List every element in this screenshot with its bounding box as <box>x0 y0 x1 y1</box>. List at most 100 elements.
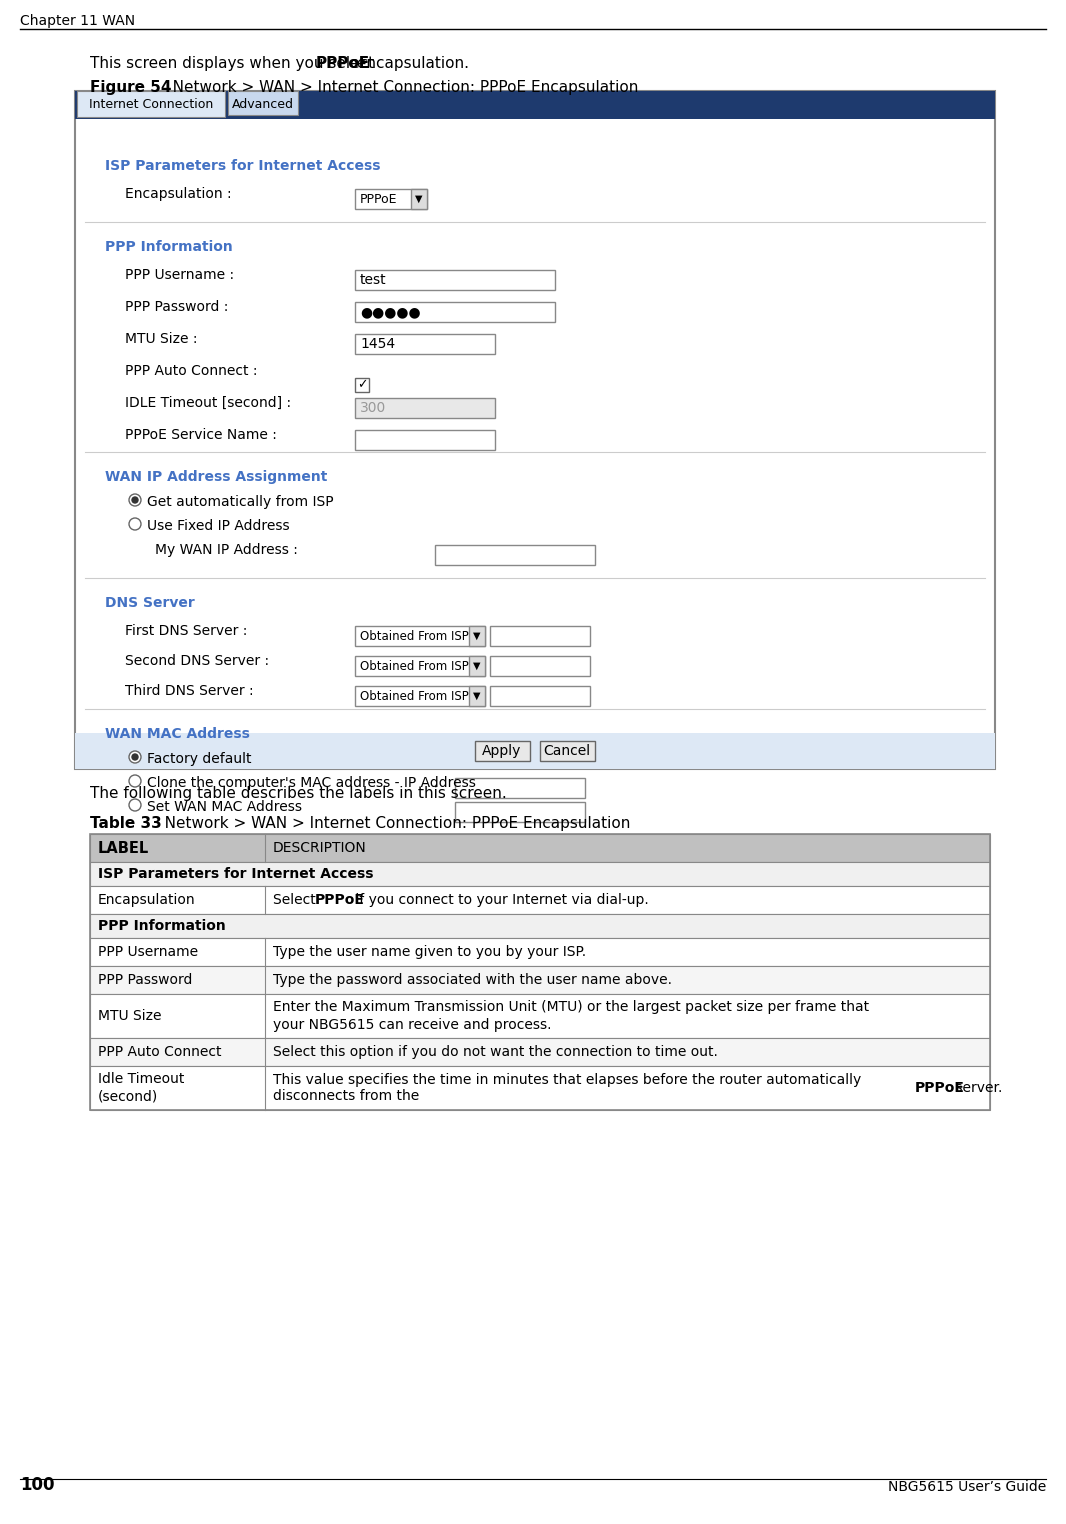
Bar <box>490 655 589 677</box>
Bar <box>355 189 427 209</box>
Bar <box>469 626 485 646</box>
Text: Encapsulation :: Encapsulation : <box>125 187 231 201</box>
Text: PPP Auto Connect: PPP Auto Connect <box>98 1045 222 1059</box>
Text: encapsulation.: encapsulation. <box>352 56 469 72</box>
Text: Network > WAN > Internet Connection: PPPoE Encapsulation: Network > WAN > Internet Connection: PPP… <box>150 815 630 831</box>
Text: Enter the Maximum Transmission Unit (MTU) or the largest packet size per frame t: Enter the Maximum Transmission Unit (MTU… <box>273 1000 869 1032</box>
Text: Advanced: Advanced <box>232 98 294 111</box>
Text: PPP Password: PPP Password <box>98 972 192 988</box>
Bar <box>90 1065 990 1109</box>
Bar <box>90 914 990 937</box>
Text: NBG5615 User’s Guide: NBG5615 User’s Guide <box>888 1480 1046 1494</box>
Circle shape <box>132 497 138 503</box>
Bar <box>355 626 485 646</box>
Bar <box>355 686 485 706</box>
Bar <box>355 430 495 450</box>
Bar <box>355 302 555 322</box>
Text: ✓: ✓ <box>357 378 368 392</box>
Text: PPPoE Service Name :: PPPoE Service Name : <box>125 428 277 442</box>
Text: The following table describes the labels in this screen.: The following table describes the labels… <box>90 786 506 802</box>
Circle shape <box>129 494 141 506</box>
Text: Factory default: Factory default <box>147 751 252 767</box>
Text: This screen displays when you select: This screen displays when you select <box>90 56 379 72</box>
Circle shape <box>129 776 141 786</box>
Bar <box>411 189 427 209</box>
Bar <box>228 91 298 114</box>
Bar <box>355 270 555 290</box>
Text: WAN MAC Address: WAN MAC Address <box>104 727 249 741</box>
Text: Obtained From ISP: Obtained From ISP <box>360 629 469 643</box>
Text: PPP Username: PPP Username <box>98 945 198 959</box>
Text: DESCRIPTION: DESCRIPTION <box>273 841 367 855</box>
Bar <box>90 863 990 885</box>
Text: Encapsulation: Encapsulation <box>98 893 196 907</box>
Bar <box>469 686 485 706</box>
Text: PPP Information: PPP Information <box>104 239 232 255</box>
Text: Get automatically from ISP: Get automatically from ISP <box>147 495 334 509</box>
Bar <box>355 655 485 677</box>
Text: PPP Username :: PPP Username : <box>125 268 235 282</box>
Text: ▼: ▼ <box>416 194 423 204</box>
Bar <box>490 686 589 706</box>
Text: Obtained From ISP: Obtained From ISP <box>360 660 469 672</box>
Text: Apply: Apply <box>482 744 521 757</box>
Text: WAN IP Address Assignment: WAN IP Address Assignment <box>104 469 327 485</box>
Text: First DNS Server :: First DNS Server : <box>125 623 247 639</box>
Text: Figure 54: Figure 54 <box>90 79 172 94</box>
Text: DNS Server: DNS Server <box>104 596 195 610</box>
Text: Select this option if you do not want the connection to time out.: Select this option if you do not want th… <box>273 1045 717 1059</box>
Text: PPP Information: PPP Information <box>98 919 226 933</box>
Text: 1454: 1454 <box>360 337 395 351</box>
Text: Type the user name given to you by your ISP.: Type the user name given to you by your … <box>273 945 586 959</box>
Text: Second DNS Server :: Second DNS Server : <box>125 654 269 668</box>
Text: Network > WAN > Internet Connection: PPPoE Encapsulation: Network > WAN > Internet Connection: PPP… <box>158 79 637 94</box>
Text: IDLE Timeout [second] :: IDLE Timeout [second] : <box>125 396 291 410</box>
Circle shape <box>132 754 138 760</box>
Bar <box>90 834 990 863</box>
Bar <box>475 741 530 760</box>
Bar <box>75 733 995 770</box>
Text: ▼: ▼ <box>473 631 481 642</box>
Text: PPPoE: PPPoE <box>316 56 370 72</box>
Bar <box>90 966 990 994</box>
Text: ISP Parameters for Internet Access: ISP Parameters for Internet Access <box>98 867 373 881</box>
Text: MTU Size: MTU Size <box>98 1009 162 1023</box>
Bar <box>455 777 585 799</box>
Text: LABEL: LABEL <box>98 841 149 855</box>
Text: Select: Select <box>273 893 320 907</box>
Bar <box>469 655 485 677</box>
Circle shape <box>129 518 141 530</box>
Text: My WAN IP Address :: My WAN IP Address : <box>155 543 297 556</box>
Text: ISP Parameters for Internet Access: ISP Parameters for Internet Access <box>104 158 381 174</box>
Text: Table 33: Table 33 <box>90 815 162 831</box>
Text: PPPoE: PPPoE <box>915 1081 965 1096</box>
Text: ●●●●●: ●●●●● <box>360 305 421 319</box>
Bar <box>355 378 369 392</box>
Text: server.: server. <box>951 1081 1002 1096</box>
Bar <box>355 334 495 354</box>
Text: Chapter 11 WAN: Chapter 11 WAN <box>20 14 135 27</box>
Text: Cancel: Cancel <box>544 744 591 757</box>
Text: ▼: ▼ <box>473 690 481 701</box>
Bar <box>90 1038 990 1065</box>
Text: Third DNS Server :: Third DNS Server : <box>125 684 254 698</box>
Text: PPPoE: PPPoE <box>314 893 365 907</box>
Text: Type the password associated with the user name above.: Type the password associated with the us… <box>273 972 672 988</box>
Bar <box>355 398 495 418</box>
Bar <box>435 546 595 565</box>
Bar <box>75 91 995 770</box>
Circle shape <box>129 751 141 764</box>
Text: PPP Password :: PPP Password : <box>125 300 228 314</box>
Bar <box>490 626 589 646</box>
Bar <box>90 834 990 1109</box>
Bar <box>77 91 225 117</box>
Text: Set WAN MAC Address: Set WAN MAC Address <box>147 800 302 814</box>
Bar <box>455 802 585 821</box>
Circle shape <box>129 799 141 811</box>
Bar <box>75 91 995 119</box>
Bar <box>90 885 990 914</box>
Text: Clone the computer's MAC address - IP Address: Clone the computer's MAC address - IP Ad… <box>147 776 475 789</box>
Text: PPPoE: PPPoE <box>360 192 398 206</box>
Text: Internet Connection: Internet Connection <box>88 98 213 111</box>
Text: MTU Size :: MTU Size : <box>125 332 197 346</box>
